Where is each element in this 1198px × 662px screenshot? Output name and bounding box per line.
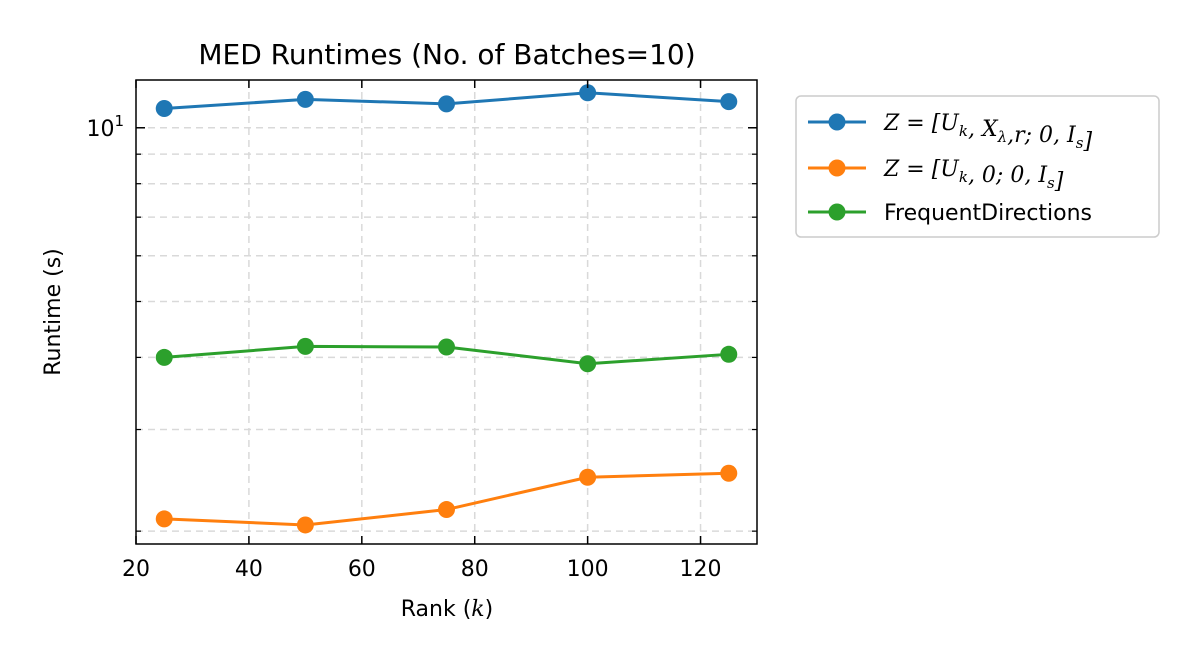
x-axis-label: Rank (k): [401, 597, 493, 622]
chart-title: MED Runtimes (No. of Batches=10): [198, 38, 695, 71]
x-tick-label: 80: [461, 557, 489, 582]
data-point: [296, 337, 314, 355]
data-point: [720, 464, 738, 482]
data-point: [720, 345, 738, 363]
legend: Z = [Uk, Xλ,r; 0, Is]Z = [Uk, 0; 0, Is] F…: [795, 95, 1160, 238]
x-tick-label: 60: [348, 557, 376, 582]
y-tick-label: 101: [86, 112, 124, 142]
grid-lines: [136, 80, 757, 544]
data-point: [579, 468, 597, 486]
legend-marker: [828, 159, 846, 177]
legend-label: Z = [Uk, Xλ,r; 0, Is]: [883, 111, 1092, 154]
data-point: [155, 348, 173, 366]
legend-label: FrequentDirections: [884, 201, 1092, 226]
y-axis-label: Runtime (s): [41, 248, 66, 376]
plot-frame: [135, 79, 758, 545]
data-point: [438, 501, 455, 519]
data-point: [296, 516, 314, 534]
data-point: [438, 95, 455, 113]
x-axis-ticks: 20 40 60 80 100 120: [122, 80, 722, 582]
x-tick-label: 20: [122, 557, 150, 582]
data-point: [438, 338, 455, 356]
data-point: [296, 90, 314, 108]
y-axis-ticks: 101: [86, 112, 757, 532]
series-2: [155, 464, 738, 534]
data-point: [579, 355, 597, 373]
legend-label: Z = [Uk, 0; 0, Is]: [883, 157, 1064, 194]
series-layer: [155, 84, 738, 534]
x-tick-label: 120: [680, 557, 722, 582]
x-tick-label: 40: [235, 557, 263, 582]
series-1: [155, 84, 738, 117]
x-tick-label: 100: [567, 557, 609, 582]
data-point: [155, 510, 173, 528]
legend-frame: [795, 95, 1160, 238]
legend-marker: [828, 113, 846, 131]
legend-marker: [828, 203, 846, 221]
data-point: [579, 84, 597, 102]
data-point: [720, 93, 738, 111]
series-3: [155, 337, 738, 373]
data-point: [155, 99, 173, 117]
